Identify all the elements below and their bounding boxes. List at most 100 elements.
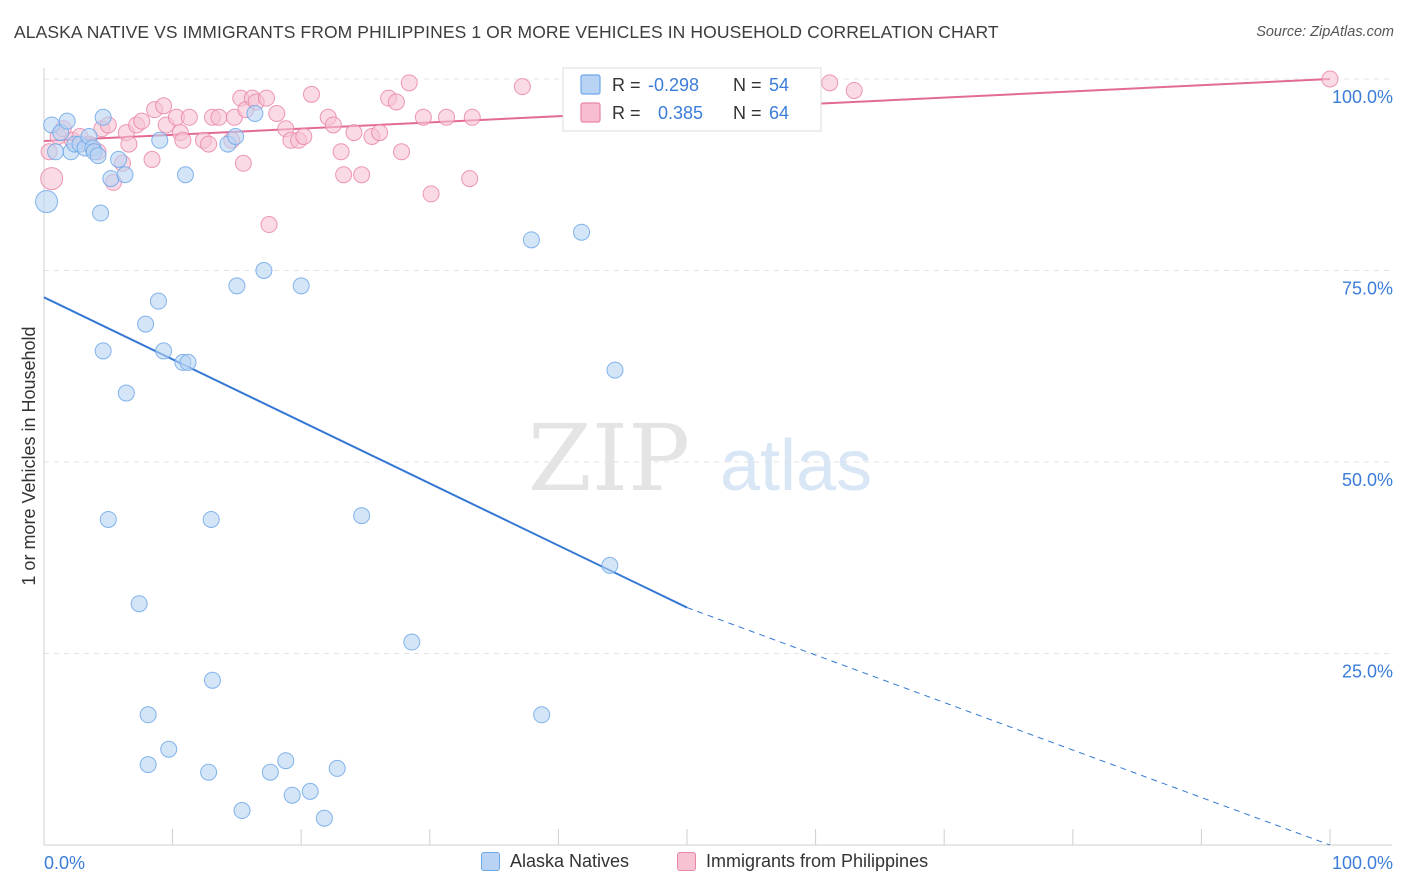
data-point	[268, 104, 286, 122]
stats-n-label: N =	[733, 75, 762, 95]
data-point	[414, 108, 432, 126]
stats-r-label: R =	[612, 103, 641, 123]
data-point	[130, 595, 148, 613]
legend-label: Alaska Natives	[510, 851, 630, 871]
watermark-zip: ZIP	[528, 405, 690, 512]
axes	[43, 68, 1392, 846]
legend-item-philippines[interactable]: Immigrants from Philippines	[677, 851, 928, 872]
x-tick-label: 100.0%	[1332, 853, 1393, 873]
data-point	[40, 167, 64, 191]
data-point	[137, 315, 155, 333]
data-point	[143, 150, 161, 168]
data-point	[200, 135, 218, 153]
data-point	[58, 112, 76, 130]
x-tick-labels: 0.0% 100.0%	[44, 853, 1393, 873]
data-point	[92, 204, 110, 222]
data-point	[228, 277, 246, 295]
stats-r-label: R =	[612, 75, 641, 95]
data-point	[110, 150, 128, 168]
stats-swatch-philippines	[580, 102, 601, 123]
data-point	[179, 353, 197, 371]
data-point	[283, 786, 301, 804]
data-point	[120, 135, 138, 153]
data-point	[463, 108, 481, 126]
data-point	[606, 361, 624, 379]
stats-legend-box	[562, 67, 822, 132]
trend-line	[43, 296, 688, 609]
data-point	[345, 124, 363, 142]
stats-n-value: 64	[769, 103, 789, 123]
data-point	[533, 706, 551, 724]
x-tick-label: 0.0%	[44, 853, 85, 873]
data-point	[133, 112, 151, 130]
data-point	[160, 740, 178, 758]
legend-swatch-alaska-natives	[481, 852, 500, 871]
data-point	[403, 633, 421, 651]
data-point	[99, 510, 117, 528]
stats-legend: R = -0.298 N = 54 R = 0.385 N = 64	[562, 67, 822, 132]
data-point	[295, 127, 313, 145]
bottom-legend: Alaska Natives Immigrants from Philippin…	[0, 851, 1406, 877]
data-point	[315, 809, 333, 827]
data-point	[155, 342, 173, 360]
data-point	[1321, 70, 1339, 88]
data-point	[260, 216, 278, 234]
data-point	[438, 108, 456, 126]
stats-r-value: -0.298	[648, 75, 699, 95]
data-point	[513, 78, 531, 96]
data-point	[393, 143, 411, 161]
data-point	[353, 507, 371, 525]
data-point	[277, 752, 295, 770]
data-point	[233, 802, 251, 820]
source-label: Source: ZipAtlas.com	[1256, 24, 1394, 40]
watermark-atlas: atlas	[720, 426, 872, 506]
data-point	[332, 143, 350, 161]
trend-line-extrapolated	[686, 607, 1331, 846]
stats-legend-row-2: R = 0.385 N = 64	[580, 102, 789, 123]
data-point	[35, 190, 59, 214]
data-point	[461, 170, 479, 188]
data-point	[227, 127, 245, 145]
data-point	[601, 556, 619, 574]
data-point	[200, 763, 218, 781]
data-point	[328, 759, 346, 777]
data-point	[47, 143, 65, 161]
data-point	[335, 166, 353, 184]
data-point	[202, 510, 220, 528]
data-points	[35, 70, 1339, 827]
data-point	[573, 223, 591, 241]
data-point	[246, 104, 264, 122]
data-point	[400, 74, 418, 92]
data-point	[139, 706, 157, 724]
data-point	[174, 131, 192, 149]
data-point	[301, 782, 319, 800]
data-point	[155, 97, 173, 115]
data-point	[821, 74, 839, 92]
data-point	[422, 185, 440, 203]
chart-title: ALASKA NATIVE VS IMMIGRANTS FROM PHILIPP…	[14, 22, 999, 42]
stats-swatch-alaska	[580, 74, 601, 95]
data-point	[102, 170, 120, 188]
data-point	[180, 108, 198, 126]
data-point	[139, 756, 157, 774]
legend-swatch-philippines	[677, 852, 696, 871]
data-point	[203, 671, 221, 689]
data-point	[387, 93, 405, 111]
stats-r-value: 0.385	[658, 103, 703, 123]
data-point	[210, 108, 228, 126]
data-point	[89, 147, 107, 165]
data-point	[292, 277, 310, 295]
y-axis-label: 1 or more Vehicles in Household	[19, 326, 39, 585]
y-tick-label: 25.0%	[1342, 662, 1393, 682]
data-point	[117, 384, 135, 402]
legend-label: Immigrants from Philippines	[706, 851, 929, 871]
y-tick-labels: 25.0% 50.0% 75.0% 100.0%	[1332, 87, 1393, 682]
legend-item-alaska-natives[interactable]: Alaska Natives	[481, 851, 629, 872]
stats-n-label: N =	[733, 103, 762, 123]
data-point	[151, 131, 169, 149]
stats-legend-row-1: R = -0.298 N = 54	[580, 74, 789, 95]
data-point	[261, 763, 279, 781]
data-point	[302, 85, 320, 103]
watermark: ZIP atlas	[528, 405, 872, 512]
